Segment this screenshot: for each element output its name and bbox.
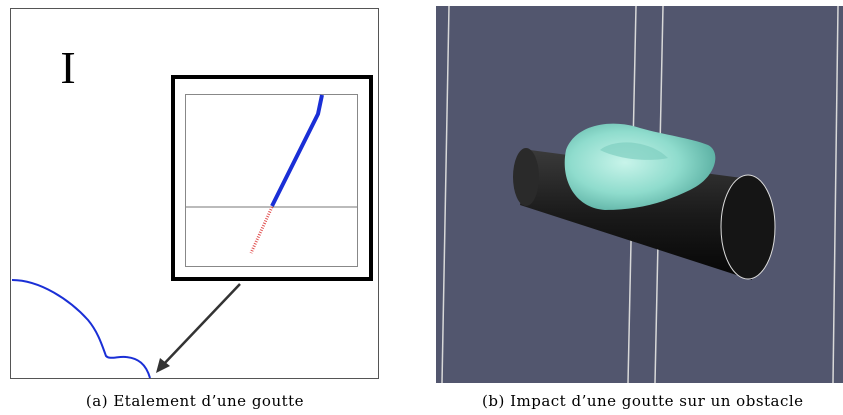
panel-b bbox=[436, 6, 843, 383]
figure: I (a) Etalement d’une goutte (b) Impact … bbox=[0, 0, 843, 415]
caption: (a) Etalement d’une goutte bbox=[86, 392, 304, 410]
panel-a: I bbox=[11, 9, 379, 379]
cylinder-left-end bbox=[513, 148, 539, 206]
inset bbox=[173, 77, 371, 279]
panel-label: I bbox=[60, 42, 75, 93]
caption: (b) Impact d’une goutte sur un obstacle bbox=[482, 392, 804, 410]
page: I (a) Etalement d’une goutte (b) Impact … bbox=[0, 0, 843, 415]
cylinder-right-end bbox=[721, 175, 775, 279]
